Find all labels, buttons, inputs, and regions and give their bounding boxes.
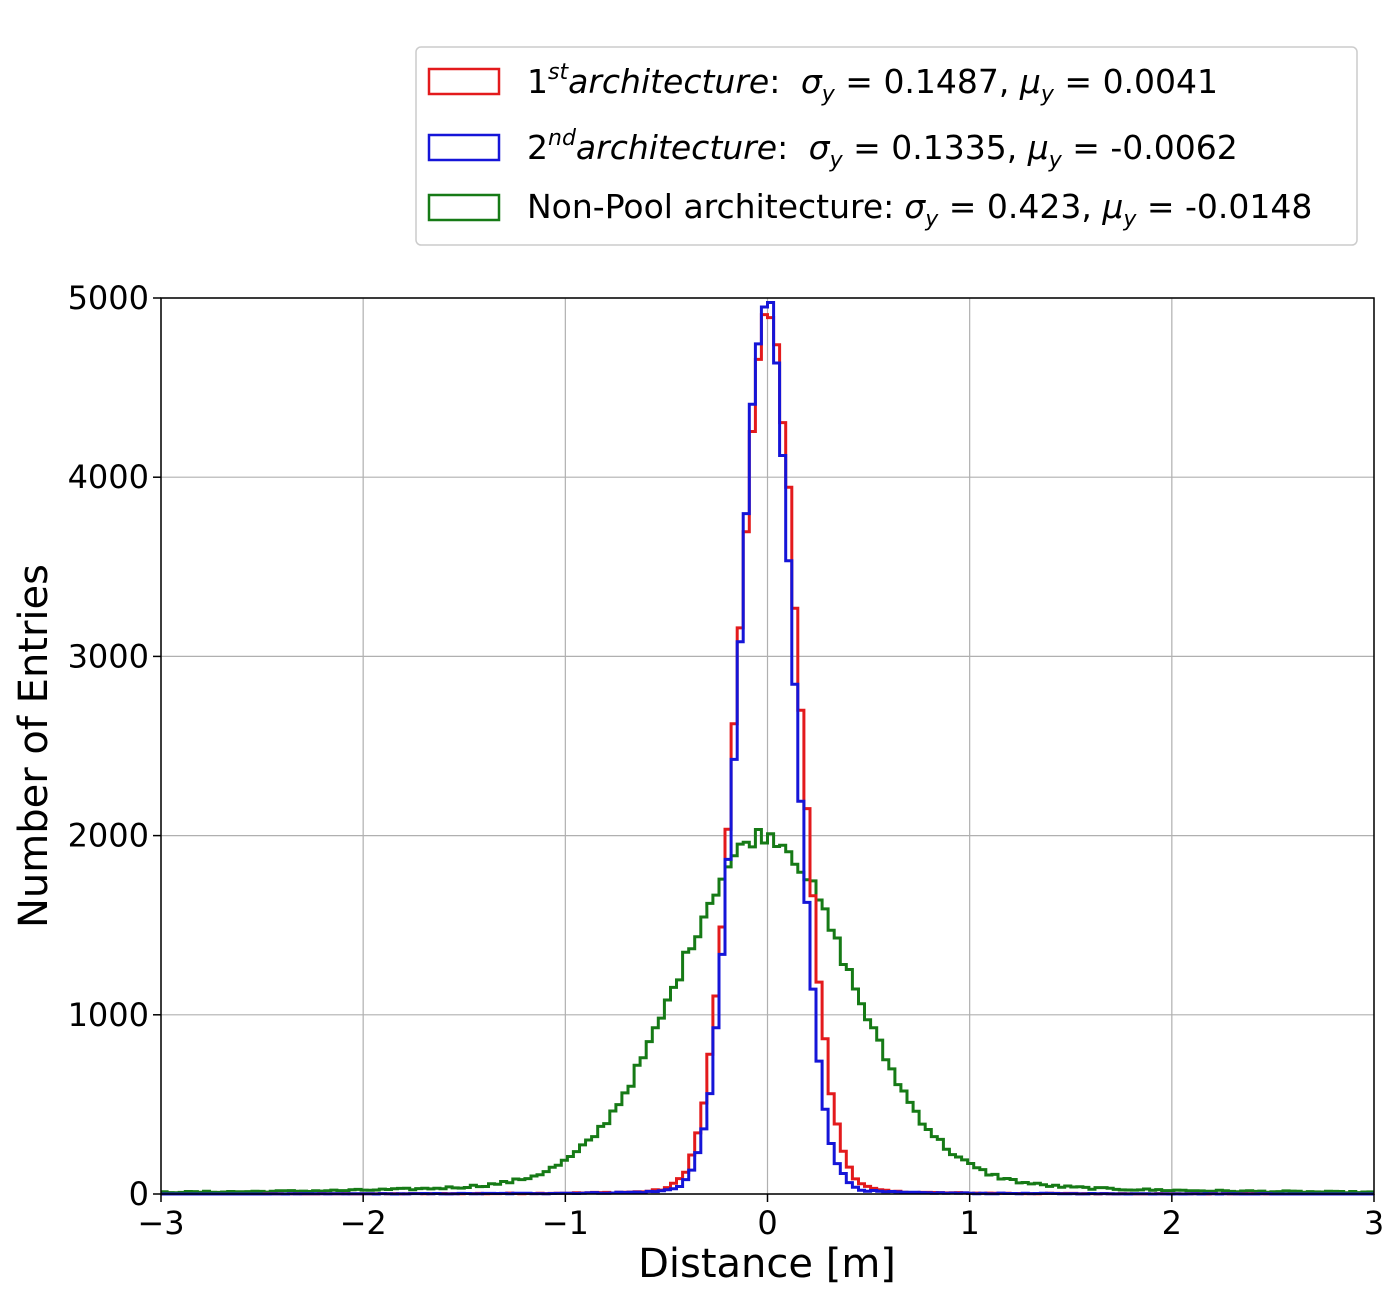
- legend: 1starchitecture: σy = 0.1487, μy = 0.004…: [415, 46, 1358, 246]
- y-axis-title: Number of Entries: [11, 564, 57, 928]
- y-tick-label: 4000: [68, 458, 149, 496]
- series-non-pool-architecture: [161, 828, 1374, 1195]
- x-tick-label: −3: [137, 1204, 184, 1242]
- legend-swatch-non-pool-architecture: [427, 193, 501, 222]
- x-tick-label: −2: [340, 1204, 387, 1242]
- legend-label-2nd-architecture: 2ndarchitecture: σy = 0.1335, μy = -0.00…: [527, 126, 1238, 173]
- legend-label-1st-architecture: 1starchitecture: σy = 0.1487, μy = 0.004…: [527, 60, 1218, 107]
- x-axis-title: Distance [m]: [638, 1241, 896, 1287]
- y-tick-label: 0: [129, 1175, 149, 1213]
- legend-label-non-pool-architecture: Non-Pool architecture: σy = 0.423, μy = -…: [527, 187, 1312, 232]
- y-tick-label: 3000: [68, 637, 149, 675]
- legend-frame: [415, 46, 1358, 246]
- x-tick-label: 0: [757, 1204, 777, 1242]
- x-tick-label: 3: [1364, 1204, 1384, 1242]
- x-tick-label: −1: [542, 1204, 589, 1242]
- y-tick-label: 5000: [68, 279, 149, 317]
- legend-swatch-2nd-architecture: [427, 133, 501, 162]
- y-tick-label: 2000: [68, 817, 149, 855]
- y-tick-label: 1000: [68, 996, 149, 1034]
- x-tick-label: 2: [1162, 1204, 1182, 1242]
- grid-lines: [160, 297, 1375, 1195]
- legend-swatch-1st-architecture: [427, 67, 501, 96]
- axis-ticks: −3 −2 −1 0 1 2 3 0 1000 2000 3000 4000 5000: [68, 279, 1385, 1242]
- x-tick-label: 1: [959, 1204, 979, 1242]
